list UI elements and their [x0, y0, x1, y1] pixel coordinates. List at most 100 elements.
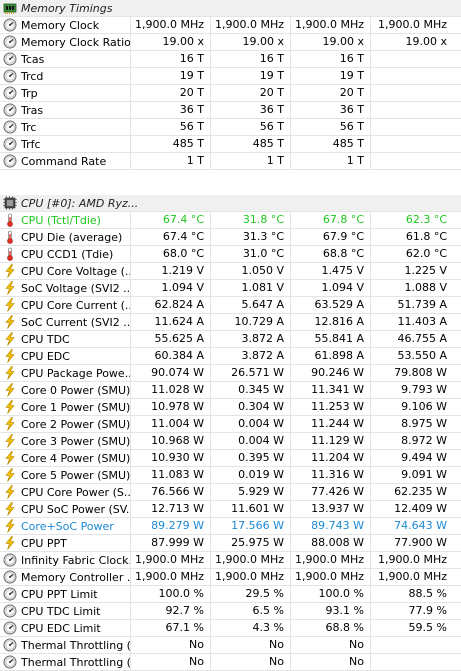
sensor-row[interactable]: CPU TDC 55.625 A 3.872 A 55.841 A 46.755 A — [0, 331, 461, 348]
sensor-label: CPU PPT — [21, 536, 67, 550]
sensor-row[interactable]: Trc 56 T 56 T 56 T — [0, 119, 461, 136]
thermometer-icon — [3, 230, 17, 244]
min-value: 0.395 W — [211, 450, 291, 466]
sensor-label: Trp — [21, 86, 38, 100]
sensor-label: CPU TDC Limit — [21, 604, 101, 618]
lightning-bolt-icon — [3, 519, 17, 533]
sensor-row[interactable]: Core 4 Power (SMU) 10.930 W 0.395 W 11.204 … — [0, 450, 461, 467]
sensor-row[interactable]: Core 5 Power (SMU) 11.083 W 0.019 W 11.316 … — [0, 467, 461, 484]
sensor-row[interactable]: CPU SoC Power (SV... 12.713 W 11.601 W 13.9… — [0, 501, 461, 518]
sensor-row[interactable]: Trfc 485 T 485 T 485 T — [0, 136, 461, 153]
sensor-row[interactable]: Core+SoC Power 89.279 W 17.566 W 89.743 W 74… — [0, 518, 461, 535]
sensor-name-cell: CPU EDC Limit — [0, 620, 131, 636]
sensor-name-cell: Core+SoC Power — [0, 518, 131, 534]
sensor-row[interactable]: Thermal Throttling (... No No No — [0, 654, 461, 671]
sensor-row[interactable]: CPU CCD1 (Tdie) 68.0 °C 31.0 °C 68.8 °C 62.0… — [0, 246, 461, 263]
min-value: 31.0 °C — [211, 246, 291, 262]
sensor-row[interactable]: SoC Voltage (SVI2 ... 1.094 V 1.081 V 1.094… — [0, 280, 461, 297]
sensor-row[interactable]: CPU Core Voltage (... 1.219 V 1.050 V 1.475… — [0, 263, 461, 280]
clock-gauge-icon — [3, 35, 17, 49]
sensor-row[interactable]: Trcd 19 T 19 T 19 T — [0, 68, 461, 85]
min-value: 19.00 x — [211, 34, 291, 50]
sensor-row[interactable]: CPU EDC 60.384 A 3.872 A 61.898 A 53.550 A — [0, 348, 461, 365]
current-value: 62.824 A — [131, 297, 211, 313]
max-value: 1.094 V — [291, 280, 371, 296]
min-value: 16 T — [211, 51, 291, 67]
lightning-bolt-icon — [3, 264, 17, 278]
current-value: 92.7 % — [131, 603, 211, 619]
max-value: 1,900.0 MHz — [291, 17, 371, 33]
sensor-label: CPU Core Power (S... — [21, 485, 130, 499]
average-value — [371, 119, 461, 135]
sensor-row[interactable]: Infinity Fabric Clock... 1,900.0 MHz 1,900… — [0, 552, 461, 569]
sensor-row[interactable]: CPU (Tctl/Tdie) 67.4 °C 31.8 °C 67.8 °C 62.3… — [0, 212, 461, 229]
sensor-row[interactable]: Memory Controller ... 1,900.0 MHz 1,900.0 … — [0, 569, 461, 586]
lightning-bolt-icon — [3, 281, 17, 295]
sensor-label: CPU EDC — [21, 349, 70, 363]
max-value: 19.00 x — [291, 34, 371, 50]
current-value: 11.624 A — [131, 314, 211, 330]
clock-gauge-icon — [3, 154, 17, 168]
max-value: 11.316 W — [291, 467, 371, 483]
average-value: 8.972 W — [401, 434, 447, 447]
lightning-bolt-icon — [3, 502, 17, 516]
average-value: 9.793 W — [401, 383, 447, 396]
section-header[interactable]: CPU [#0]: AMD Ryz... — [0, 195, 461, 212]
section-header[interactable]: Memory Timings — [0, 0, 461, 17]
current-value: 56 T — [131, 119, 211, 135]
max-value: 11.341 W — [291, 382, 371, 398]
clock-gauge-icon — [3, 18, 17, 32]
sensor-row[interactable]: CPU Core Current (... 62.824 A 5.647 A 63.5… — [0, 297, 461, 314]
sensor-row[interactable]: CPU Core Power (S... 76.566 W 5.929 W 77.42… — [0, 484, 461, 501]
sensor-label: Trfc — [21, 137, 41, 151]
sensor-name-cell: CPU TDC — [0, 331, 131, 347]
average-value: 51.739 A — [397, 298, 447, 311]
current-value: 67.1 % — [131, 620, 211, 636]
sensor-name-cell: Core 2 Power (SMU) — [0, 416, 131, 432]
sensor-row[interactable]: Core 3 Power (SMU) 10.968 W 0.004 W 11.129 … — [0, 433, 461, 450]
max-value: 77.426 W — [291, 484, 371, 500]
sensor-label: Core 0 Power (SMU) — [21, 383, 130, 397]
sensor-name-cell: Command Rate — [0, 153, 131, 169]
sensor-row[interactable]: CPU Die (average) 67.4 °C 31.3 °C 67.9 °C 61… — [0, 229, 461, 246]
max-value: 11.204 W — [291, 450, 371, 466]
max-value: 11.129 W — [291, 433, 371, 449]
sensor-name-cell: Tras — [0, 102, 131, 118]
min-value: 26.571 W — [211, 365, 291, 381]
sensor-label: CPU Package Powe... — [21, 366, 130, 380]
sensor-row[interactable]: Core 0 Power (SMU) 11.028 W 0.345 W 11.341 … — [0, 382, 461, 399]
max-value: 1.475 V — [291, 263, 371, 279]
current-value: 76.566 W — [131, 484, 211, 500]
sensor-row[interactable]: CPU EDC Limit 67.1 % 4.3 % 68.8 % 59.5 % — [0, 620, 461, 637]
average-value: 19.00 x — [405, 35, 448, 48]
sensor-row[interactable]: Tras 36 T 36 T 36 T — [0, 102, 461, 119]
sensor-row[interactable]: Trp 20 T 20 T 20 T — [0, 85, 461, 102]
sensor-row[interactable]: Thermal Throttling (... No No No — [0, 637, 461, 654]
sensor-label: Thermal Throttling (... — [21, 638, 130, 652]
section-title: CPU [#0]: AMD Ryz... — [21, 196, 139, 210]
sensor-row[interactable]: CPU PPT 87.999 W 25.975 W 88.008 W 77.900 W — [0, 535, 461, 552]
sensor-row[interactable]: Core 2 Power (SMU) 11.004 W 0.004 W 11.244 … — [0, 416, 461, 433]
sensor-row[interactable]: CPU PPT Limit 100.0 % 29.5 % 100.0 % 88.5 % — [0, 586, 461, 603]
sensor-row[interactable]: Memory Clock 1,900.0 MHz 1,900.0 MHz 1,900.… — [0, 17, 461, 34]
average-value — [371, 136, 461, 152]
max-value: 67.8 °C — [291, 212, 371, 228]
sensor-label: Trc — [21, 120, 37, 134]
sensor-name-cell: SoC Current (SVI2 ... — [0, 314, 131, 330]
clock-gauge-icon — [3, 137, 17, 151]
current-value: 89.279 W — [131, 518, 211, 534]
thermometer-icon — [3, 213, 17, 227]
min-value: 11.601 W — [211, 501, 291, 517]
sensor-row[interactable]: Tcas 16 T 16 T 16 T — [0, 51, 461, 68]
max-value: 19 T — [291, 68, 371, 84]
sensor-row[interactable]: SoC Current (SVI2 ... 11.624 A 10.729 A 12.… — [0, 314, 461, 331]
sensor-row[interactable]: Core 1 Power (SMU) 10.978 W 0.304 W 11.253 … — [0, 399, 461, 416]
sensor-label: Memory Controller ... — [21, 570, 130, 584]
clock-gauge-icon — [3, 621, 17, 635]
current-value: 10.968 W — [131, 433, 211, 449]
sensor-row[interactable]: CPU Package Powe... 90.074 W 26.571 W 90.24… — [0, 365, 461, 382]
current-value: No — [131, 654, 211, 670]
sensor-row[interactable]: CPU TDC Limit 92.7 % 6.5 % 93.1 % 77.9 % — [0, 603, 461, 620]
